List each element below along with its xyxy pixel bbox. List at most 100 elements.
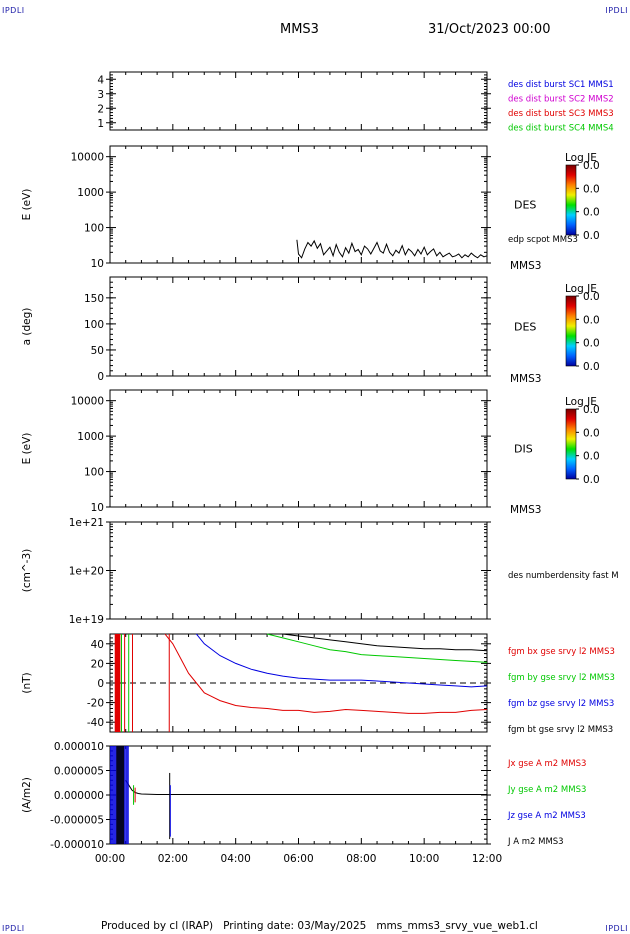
legend-entry-fgm-1: fgm by gse srvy l2 MMS3: [508, 673, 615, 683]
y-tick-label-burst: 3: [97, 89, 104, 101]
series-line-fgm-1: [266, 633, 488, 663]
colorbar-tick-label-dis_energy: 0.0: [583, 404, 600, 416]
burst-interval-bar-4: [131, 634, 133, 732]
y-tick-label-dis_energy: 1000: [77, 431, 104, 443]
y-tick-label-des_energy: 10: [91, 258, 104, 270]
instrument-label-des_energy: DES: [514, 199, 536, 212]
y-tick-label-des_energy: 10000: [71, 152, 104, 164]
y-tick-label-density: 1e+20: [69, 566, 104, 578]
date-title: 31/Oct/2023 00:00: [428, 22, 551, 37]
y-tick-label-des_pitch: 50: [91, 345, 104, 357]
y-axis-label-des_pitch: a (deg): [21, 308, 33, 346]
legend-entry-burst-3: des dist burst SC4 MMS4: [508, 124, 614, 134]
legend-entry-density-0: des numberdensity fast M: [508, 571, 619, 581]
legend-entry-fgm-2: fgm bz gse srvy l2 MMS3: [508, 699, 614, 709]
legend-entry-current-0: Jx gse A m2 MMS3: [507, 759, 586, 769]
x-tick-label: 04:00: [221, 853, 251, 865]
legend-entry-burst-0: des dist burst SC1 MMS1: [508, 80, 614, 90]
instrument-label-dis_energy: DIS: [514, 443, 533, 456]
panel-frame-density: [109, 521, 488, 620]
x-tick-label: 10:00: [409, 853, 439, 865]
x-tick-label: 02:00: [158, 853, 188, 865]
y-tick-label-fgm: 20: [91, 658, 104, 670]
colorbar-tick-label-dis_energy: 0.0: [583, 474, 600, 486]
y-tick-label-current: 0.000000: [54, 790, 104, 802]
y-axis-label-fgm: (nT): [21, 672, 33, 693]
y-tick-label-dis_energy: 10: [91, 502, 104, 514]
corner-label-bottom-right: IPDLI: [605, 924, 628, 933]
y-axis-label-dis_energy: E (eV): [21, 433, 33, 465]
y-tick-label-current: -0.000010: [50, 839, 104, 851]
colorbar-des_pitch: [565, 295, 577, 367]
colorbar-des_energy: [565, 164, 577, 236]
y-tick-label-burst: 1: [97, 118, 104, 130]
y-tick-label-density: 1e+19: [69, 614, 104, 626]
y-tick-label-fgm: -40: [87, 717, 104, 729]
burst-interval-bar-5: [168, 634, 170, 732]
y-tick-label-current: -0.000005: [50, 815, 104, 827]
colorbar-tick-label-des_pitch: 0.0: [583, 291, 600, 303]
colorbar-tick-label-des_pitch: 0.0: [583, 338, 600, 350]
x-tick-label: 00:00: [95, 853, 125, 865]
y-tick-label-burst: 4: [97, 74, 104, 86]
y-tick-label-density: 1e+21: [69, 517, 104, 529]
corner-label-bottom-left: IPDLI: [2, 924, 25, 933]
colorbar-tick-label-des_energy: 0.0: [583, 160, 600, 172]
x-tick-label: 06:00: [283, 853, 313, 865]
colorbar-tick-label-des_pitch: 0.0: [583, 361, 600, 373]
legend-entry-current-3: J A m2 MMS3: [507, 837, 564, 847]
footer-product: mms_mms3_srvy_vue_web1.cl: [376, 920, 538, 932]
legend-entry-des_energy-0: edp scpot MMS3: [508, 235, 578, 245]
colorbar-tick-label-des_energy: 0.0: [583, 230, 600, 242]
y-axis-label-current: (A/m2): [21, 777, 33, 813]
panel-frame-des_pitch: [109, 276, 488, 377]
y-tick-label-des_pitch: 100: [84, 319, 104, 331]
colorbar-tick-label-des_energy: 0.0: [583, 207, 600, 219]
footer-line: Produced by cl (IRAP) Printing date: 03/…: [101, 920, 538, 932]
y-tick-label-burst: 2: [97, 103, 104, 115]
y-tick-label-fgm: 40: [91, 639, 104, 651]
legend-entry-current-2: Jz gse A m2 MMS3: [507, 811, 586, 821]
y-tick-label-fgm: 0: [97, 678, 104, 690]
current-fluctuation-block-1: [116, 746, 125, 844]
corner-label-top-right: IPDLI: [605, 6, 628, 15]
legend-entry-burst-1: des dist burst SC2 MMS2: [508, 95, 614, 105]
legend-entry-fgm-3: fgm bt gse srvy l2 MMS3: [508, 725, 613, 735]
y-tick-label-dis_energy: 10000: [71, 396, 104, 408]
footer-printing-date: Printing date: 03/May/2025: [223, 920, 367, 932]
legend-entry-burst-2: des dist burst SC3 MMS3: [508, 109, 614, 119]
y-tick-label-current: 0.000005: [54, 766, 104, 778]
y-tick-label-des_pitch: 150: [84, 293, 104, 305]
series-line-des_energy-0: [296, 239, 488, 259]
y-axis-label-des_energy: E (eV): [21, 189, 33, 221]
spacecraft-label-des_pitch: MMS3: [510, 373, 541, 385]
colorbar-title-des_energy: Log JE: [565, 152, 597, 164]
spacecraft-title: MMS3: [280, 22, 319, 37]
burst-interval-bar-0: [114, 634, 121, 732]
spacecraft-label-dis_energy: MMS3: [510, 504, 541, 516]
y-tick-label-des_energy: 1000: [77, 187, 104, 199]
footer-producer: Produced by cl (IRAP): [101, 920, 214, 932]
corner-label-top-left: IPDLI: [2, 6, 25, 15]
x-tick-label: 08:00: [346, 853, 376, 865]
burst-interval-bar-2: [124, 634, 126, 732]
panel-frame-dis_energy: [109, 389, 488, 508]
series-line-fgm-0: [164, 633, 488, 714]
current-fluctuation-block-2: [125, 746, 129, 844]
legend-entry-current-1: Jy gse A m2 MMS3: [507, 785, 586, 795]
panel-frame-burst: [109, 71, 488, 131]
colorbar-tick-label-dis_energy: 0.0: [583, 451, 600, 463]
y-axis-label-density: (cm^-3): [21, 549, 33, 592]
y-tick-label-current: 0.000010: [54, 741, 104, 753]
colorbar-title-des_pitch: Log JE: [565, 283, 597, 295]
burst-interval-bar-3: [128, 634, 130, 732]
y-tick-label-des_pitch: 0: [97, 371, 104, 383]
panel-frame-des_energy: [109, 145, 488, 264]
x-tick-label: 12:00: [472, 853, 502, 865]
colorbar-title-dis_energy: Log JE: [565, 396, 597, 408]
colorbar-dis_energy: [565, 408, 577, 480]
spacecraft-label-des_energy: MMS3: [510, 260, 541, 272]
y-tick-label-dis_energy: 100: [84, 467, 104, 479]
